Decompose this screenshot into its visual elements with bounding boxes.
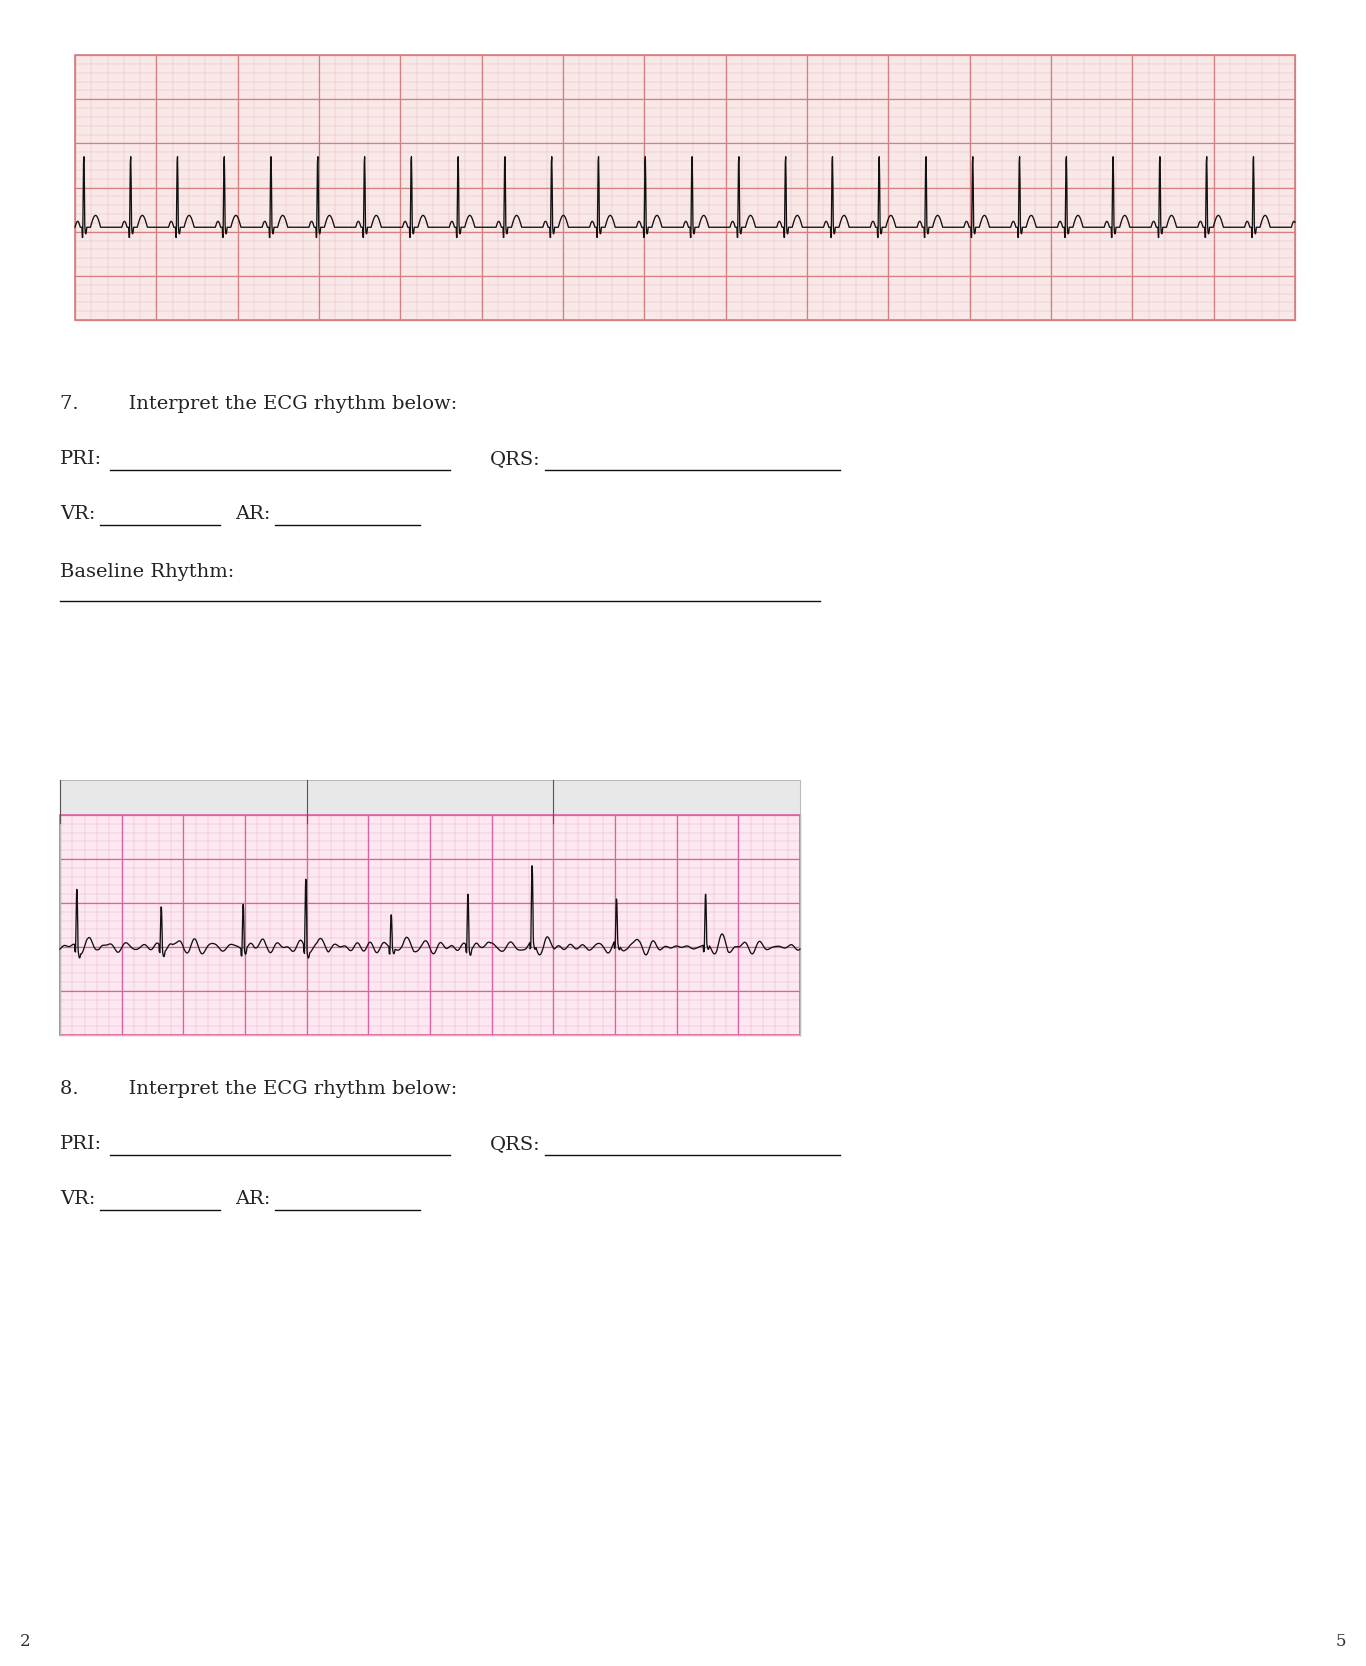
Text: Baseline Rhythm:: Baseline Rhythm: [60,563,234,581]
Text: 8.        Interpret the ECG rhythm below:: 8. Interpret the ECG rhythm below: [60,1080,458,1098]
Text: AR:: AR: [235,505,270,523]
Text: VR:: VR: [60,1190,96,1208]
Text: PRI:: PRI: [60,450,102,468]
Text: QRS:: QRS: [490,450,541,468]
Bar [60,815,800,1035]
Text: VR:: VR: [60,505,96,523]
Bar [75,55,1295,320]
Bar [60,780,800,1035]
Text: AR:: AR: [235,1190,270,1208]
Text: QRS:: QRS: [490,1135,541,1153]
Text: 2: 2 [20,1633,30,1649]
Text: Lead II: Lead II [66,785,111,798]
Bar [60,780,800,815]
Bar [60,815,800,1035]
Text: 5: 5 [1336,1633,1346,1649]
Bar [75,55,1295,320]
Text: 7.        Interpret the ECG rhythm below:: 7. Interpret the ECG rhythm below: [60,395,458,413]
Text: PRI:: PRI: [60,1135,102,1153]
